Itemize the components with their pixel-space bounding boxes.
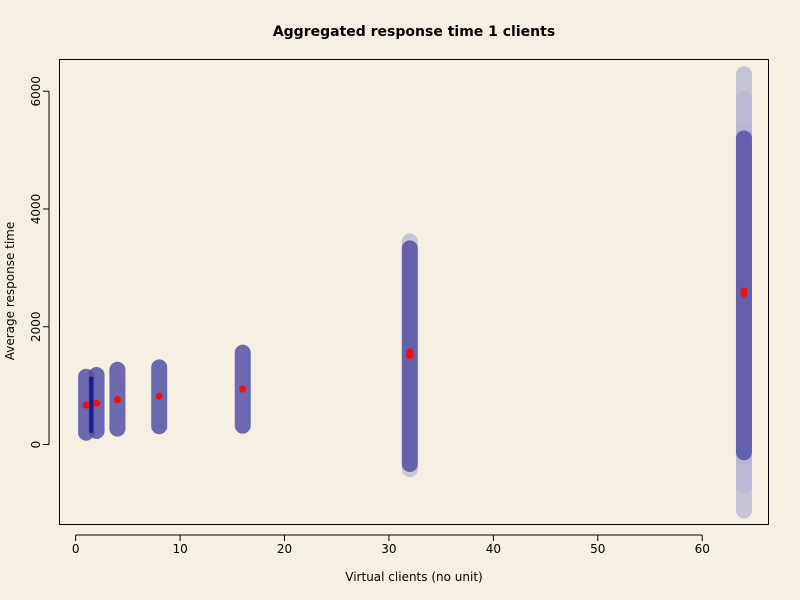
y-tick-label: 6000	[29, 76, 43, 107]
plot-frame	[59, 59, 769, 525]
x-tick-label: 60	[695, 542, 710, 556]
x-tick-label: 0	[72, 542, 80, 556]
y-tick-label: 0	[29, 441, 43, 449]
data-point	[740, 287, 748, 295]
data-point	[239, 385, 247, 393]
data-point	[82, 401, 90, 409]
x-tick-label: 10	[172, 542, 187, 556]
x-tick-label: 40	[486, 542, 501, 556]
data-point	[155, 392, 163, 400]
chart-title: Aggregated response time 1 clients	[273, 24, 555, 40]
y-tick-label: 4000	[29, 194, 43, 225]
x-axis-label: Virtual clients (no unit)	[345, 570, 482, 584]
chart-marks	[78, 66, 752, 519]
x-tick-label: 50	[590, 542, 605, 556]
x-tick-label: 30	[381, 542, 396, 556]
y-tick-label: 2000	[29, 311, 43, 342]
y-axis-label: Average response time	[3, 222, 17, 361]
data-point	[406, 348, 414, 356]
x-tick-label: 20	[277, 542, 292, 556]
data-point	[92, 399, 101, 407]
data-point	[113, 396, 122, 404]
